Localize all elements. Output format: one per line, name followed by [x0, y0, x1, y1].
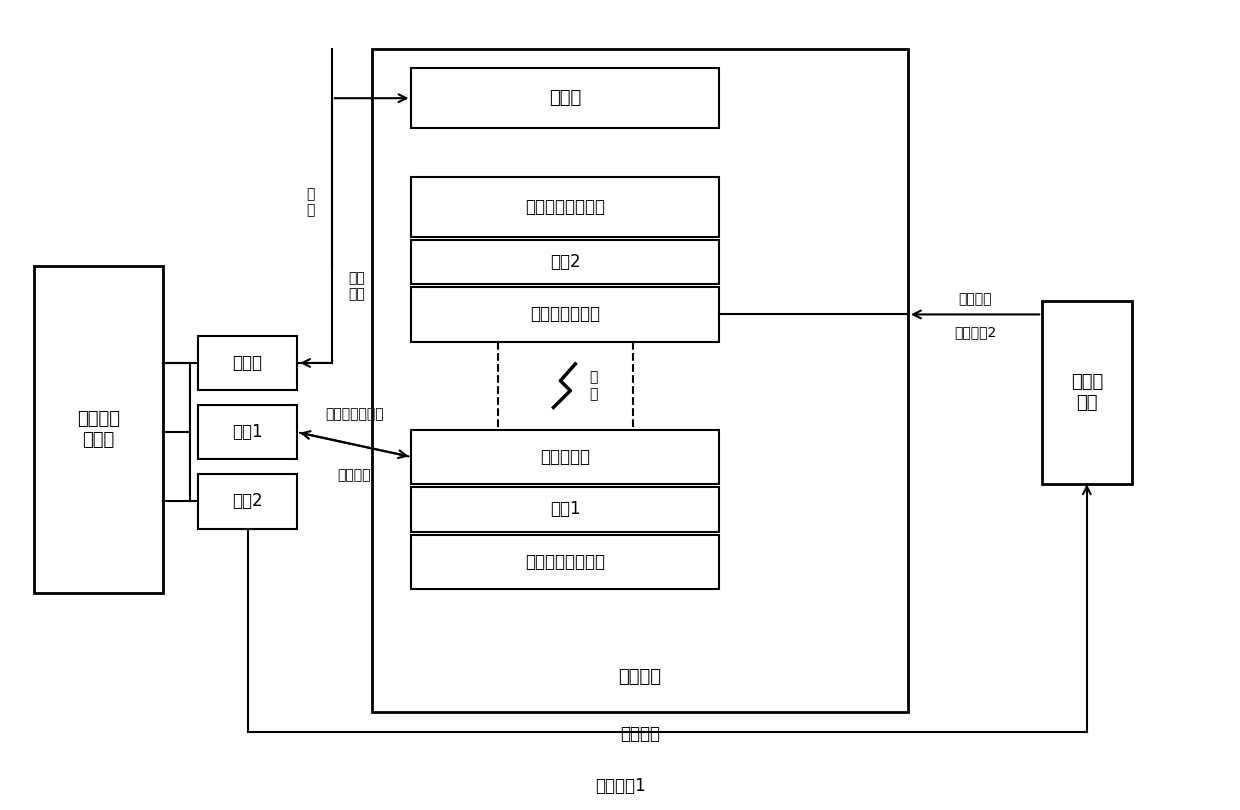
- Text: 连接电缆1: 连接电缆1: [595, 777, 645, 795]
- Text: 实时仿真
计算机: 实时仿真 计算机: [77, 411, 120, 449]
- Bar: [1042, 301, 1132, 484]
- Bar: [198, 405, 298, 459]
- Text: 导引头跟踪信息: 导引头跟踪信息: [325, 407, 383, 421]
- Text: 串口2: 串口2: [232, 492, 263, 510]
- Text: 控制信息: 控制信息: [959, 292, 992, 307]
- Text: 五轴转台: 五轴转台: [619, 668, 661, 686]
- Text: 三轴仿真转台台体: 三轴仿真转台台体: [526, 553, 605, 571]
- Text: 程控信息: 程控信息: [620, 725, 660, 743]
- Bar: [412, 430, 719, 484]
- Text: 激光程
控器: 激光程 控器: [1070, 373, 1102, 412]
- Text: 光
纤: 光 纤: [306, 187, 314, 217]
- Text: 激光目标模拟器: 激光目标模拟器: [531, 305, 600, 323]
- Bar: [412, 535, 719, 589]
- Text: 连接电缆2: 连接电缆2: [954, 326, 996, 339]
- Text: 激
光: 激 光: [589, 371, 598, 401]
- Text: 激光导引头: 激光导引头: [541, 448, 590, 466]
- Bar: [198, 475, 298, 529]
- Text: 串口1: 串口1: [232, 423, 263, 441]
- Text: 光纤口: 光纤口: [233, 354, 263, 372]
- Bar: [198, 335, 298, 390]
- Text: 控制柜: 控制柜: [549, 89, 582, 107]
- Text: 测试电缆: 测试电缆: [337, 467, 371, 482]
- Bar: [412, 177, 719, 237]
- Bar: [372, 49, 908, 712]
- Bar: [33, 266, 164, 593]
- Bar: [412, 240, 719, 284]
- Text: 二轴目标转台台体: 二轴目标转台台体: [526, 198, 605, 216]
- Text: 转台
信息: 转台 信息: [348, 271, 365, 301]
- Text: 工装2: 工装2: [551, 253, 580, 271]
- Bar: [412, 487, 719, 531]
- Bar: [412, 288, 719, 342]
- Bar: [412, 69, 719, 128]
- Text: 工装1: 工装1: [551, 501, 580, 518]
